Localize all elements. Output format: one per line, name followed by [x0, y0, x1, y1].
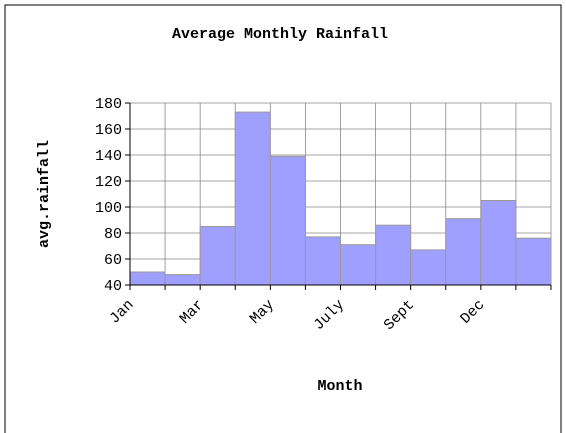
x-tick-label: Dec — [457, 297, 488, 328]
bar — [304, 236, 341, 286]
bar — [129, 271, 166, 286]
y-tick-label: 120 — [95, 174, 122, 191]
y-axis-title: avg.rainfall — [36, 140, 53, 248]
bar — [269, 155, 306, 286]
bar — [340, 244, 377, 286]
bar — [164, 274, 201, 286]
chart-title: Average Monthly Rainfall — [172, 26, 388, 43]
x-axis-title: Month — [317, 378, 362, 395]
x-tick-label: Sept — [381, 297, 418, 334]
bar — [480, 200, 517, 286]
y-tick-label: 140 — [95, 148, 122, 165]
y-tick-label: 80 — [104, 226, 122, 243]
frame — [4, 4, 562, 433]
y-tick-label: 160 — [95, 122, 122, 139]
bar — [515, 237, 552, 286]
x-tick-label: Mar — [177, 297, 208, 328]
x-tick-label: Jan — [106, 297, 137, 328]
bar — [375, 224, 412, 286]
bar — [410, 249, 447, 286]
y-tick-label: 40 — [104, 278, 122, 295]
x-tick-label: July — [311, 297, 348, 334]
y-tick-label: 100 — [95, 200, 122, 217]
bar — [199, 226, 236, 286]
bar — [445, 218, 482, 286]
x-tick-label: May — [247, 297, 278, 328]
y-tick-label: 180 — [95, 96, 122, 113]
bar — [234, 111, 271, 286]
y-tick-label: 60 — [104, 252, 122, 269]
